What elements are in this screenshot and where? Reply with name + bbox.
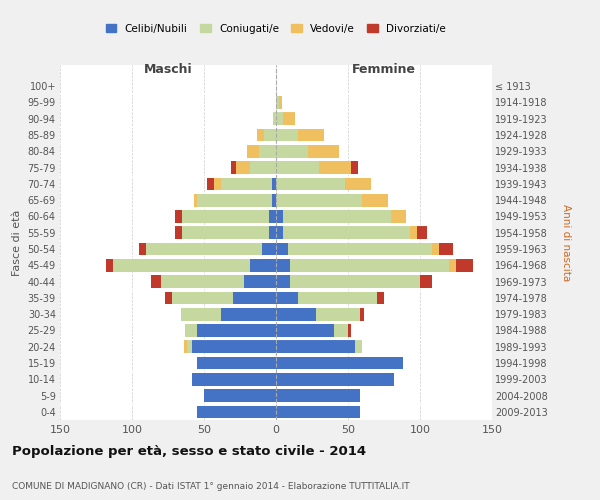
- Bar: [345, 178, 371, 190]
- Bar: [276, 242, 287, 256]
- Bar: [298, 292, 377, 304]
- Bar: [250, 161, 276, 174]
- Bar: [431, 242, 439, 256]
- Bar: [193, 340, 276, 353]
- Bar: [319, 161, 351, 174]
- Bar: [273, 112, 276, 125]
- Bar: [290, 259, 449, 272]
- Bar: [139, 242, 146, 256]
- Bar: [204, 389, 276, 402]
- Bar: [276, 389, 359, 402]
- Bar: [456, 259, 473, 272]
- Bar: [276, 259, 290, 272]
- Bar: [207, 178, 214, 190]
- Bar: [348, 324, 351, 337]
- Y-axis label: Anni di nascita: Anni di nascita: [562, 204, 571, 281]
- Y-axis label: Fasce di età: Fasce di età: [12, 210, 22, 276]
- Bar: [391, 210, 406, 223]
- Bar: [250, 259, 276, 272]
- Text: COMUNE DI MADIGNANO (CR) - Dati ISTAT 1° gennaio 2014 - Elaborazione TUTTITALIA.: COMUNE DI MADIGNANO (CR) - Dati ISTAT 1°…: [12, 482, 410, 491]
- Bar: [359, 308, 364, 320]
- Bar: [272, 194, 276, 206]
- Bar: [172, 292, 233, 304]
- Bar: [232, 161, 236, 174]
- Bar: [257, 128, 265, 141]
- Text: Popolazione per età, sesso e stato civile - 2014: Popolazione per età, sesso e stato civil…: [12, 444, 366, 458]
- Bar: [283, 112, 295, 125]
- Bar: [420, 275, 431, 288]
- Bar: [276, 210, 283, 223]
- Bar: [113, 259, 250, 272]
- Bar: [262, 242, 276, 256]
- Bar: [276, 161, 319, 174]
- Bar: [298, 128, 323, 141]
- Bar: [197, 324, 276, 337]
- Bar: [276, 308, 316, 320]
- Bar: [449, 259, 456, 272]
- Bar: [276, 340, 355, 353]
- Bar: [276, 96, 279, 109]
- Text: Maschi: Maschi: [143, 64, 193, 76]
- Bar: [269, 210, 276, 223]
- Bar: [276, 178, 345, 190]
- Bar: [181, 308, 221, 320]
- Bar: [175, 226, 182, 239]
- Text: Femmine: Femmine: [352, 64, 416, 76]
- Bar: [221, 178, 272, 190]
- Bar: [214, 178, 221, 190]
- Bar: [184, 340, 187, 353]
- Bar: [308, 145, 340, 158]
- Bar: [276, 145, 308, 158]
- Bar: [276, 112, 283, 125]
- Bar: [197, 406, 276, 418]
- Legend: Celibi/Nubili, Coniugati/e, Vedovi/e, Divorziati/e: Celibi/Nubili, Coniugati/e, Vedovi/e, Di…: [103, 20, 449, 37]
- Bar: [259, 145, 276, 158]
- Bar: [334, 324, 348, 337]
- Bar: [165, 292, 172, 304]
- Bar: [287, 242, 431, 256]
- Bar: [276, 406, 359, 418]
- Bar: [244, 275, 276, 288]
- Bar: [276, 292, 298, 304]
- Bar: [182, 226, 269, 239]
- Bar: [276, 356, 403, 370]
- Bar: [283, 226, 410, 239]
- Bar: [161, 275, 244, 288]
- Bar: [106, 259, 113, 272]
- Bar: [351, 161, 358, 174]
- Bar: [276, 324, 334, 337]
- Bar: [279, 96, 282, 109]
- Bar: [194, 194, 197, 206]
- Bar: [439, 242, 453, 256]
- Bar: [290, 275, 420, 288]
- Bar: [193, 373, 276, 386]
- Bar: [197, 194, 272, 206]
- Bar: [247, 145, 259, 158]
- Bar: [185, 324, 197, 337]
- Bar: [221, 308, 276, 320]
- Bar: [197, 356, 276, 370]
- Bar: [276, 226, 283, 239]
- Bar: [175, 210, 182, 223]
- Bar: [417, 226, 427, 239]
- Bar: [233, 292, 276, 304]
- Bar: [410, 226, 417, 239]
- Bar: [316, 308, 359, 320]
- Bar: [276, 373, 394, 386]
- Bar: [151, 275, 161, 288]
- Bar: [276, 128, 298, 141]
- Bar: [355, 340, 362, 353]
- Bar: [377, 292, 384, 304]
- Bar: [265, 128, 276, 141]
- Bar: [283, 210, 391, 223]
- Bar: [276, 194, 362, 206]
- Bar: [236, 161, 250, 174]
- Bar: [272, 178, 276, 190]
- Bar: [269, 226, 276, 239]
- Bar: [182, 210, 269, 223]
- Bar: [146, 242, 262, 256]
- Bar: [362, 194, 388, 206]
- Bar: [276, 275, 290, 288]
- Bar: [187, 340, 193, 353]
